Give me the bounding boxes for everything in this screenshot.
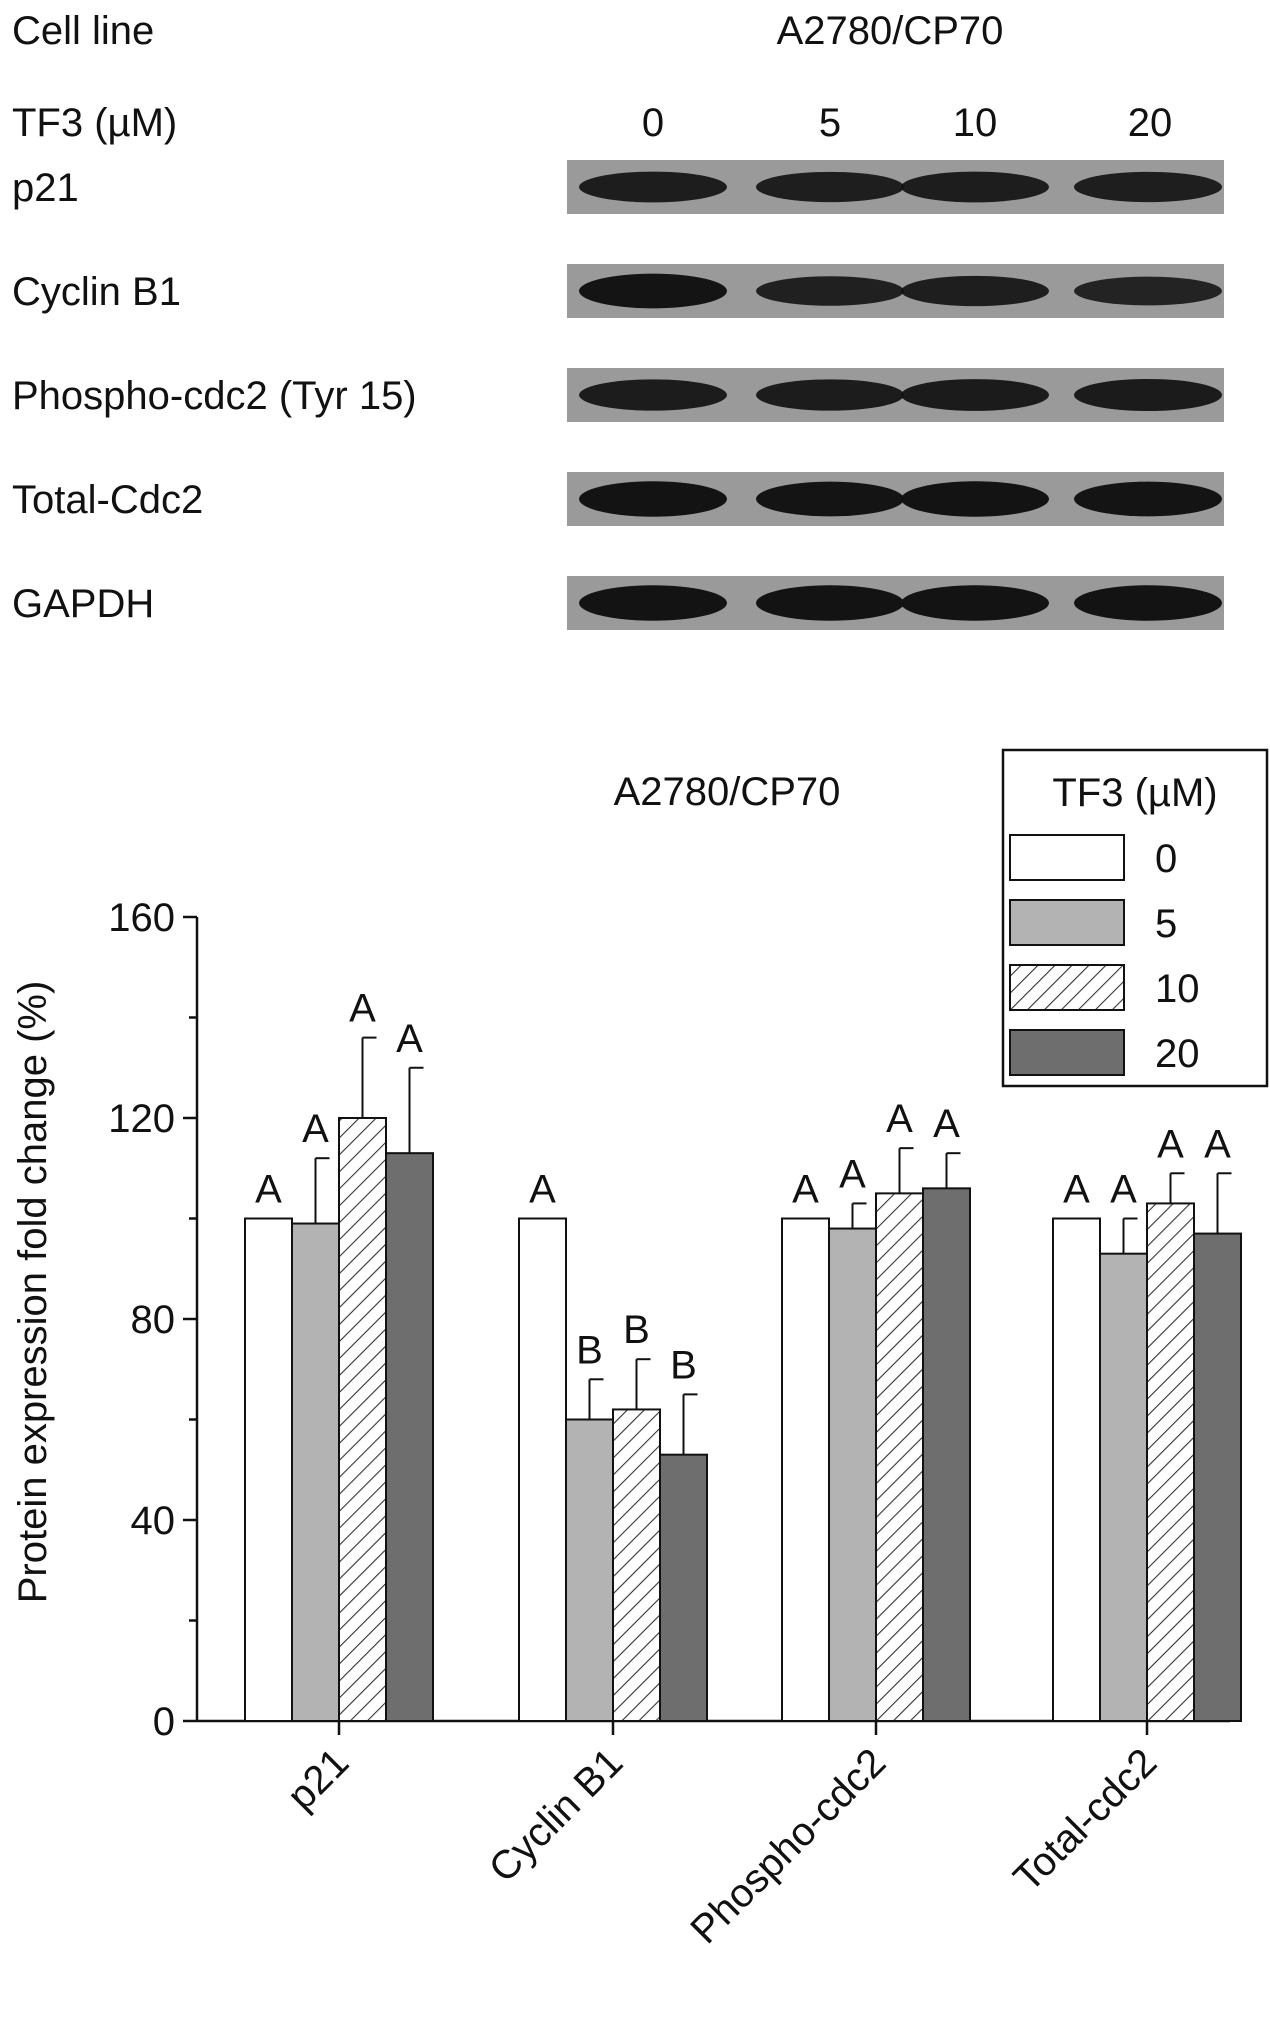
bar bbox=[781, 1217, 830, 1722]
legend-title: TF3 (µM) bbox=[1052, 771, 1217, 815]
y-tick-label: 120 bbox=[108, 1097, 175, 1141]
bar bbox=[338, 1117, 387, 1722]
blot-row: p21 bbox=[12, 160, 1224, 214]
blot-row-label: Total-Cdc2 bbox=[12, 478, 203, 522]
bar bbox=[1146, 1202, 1195, 1723]
blot-band bbox=[579, 379, 727, 411]
dose-label-5: 5 bbox=[819, 101, 841, 145]
legend-label: 20 bbox=[1155, 1032, 1200, 1076]
blot-rows: p21 Cyclin B1 Phospho-cdc2 (Tyr 15) Total-C… bbox=[12, 160, 1224, 630]
blot-band bbox=[901, 585, 1049, 621]
blot-band bbox=[579, 273, 727, 309]
blot-panel: Cell line A2780/CP70 TF3 (µM) 0 5 10 20 p21… bbox=[12, 9, 1224, 630]
bar bbox=[1052, 1217, 1101, 1722]
significance-letter: A bbox=[1063, 1168, 1090, 1212]
bar bbox=[385, 1152, 434, 1723]
blot-row: GAPDH bbox=[12, 576, 1224, 630]
x-tick-label: Phospho-cdc2 bbox=[682, 1740, 894, 1952]
significance-letter: A bbox=[792, 1168, 819, 1212]
significance-letter: B bbox=[623, 1308, 650, 1352]
significance-letter: A bbox=[933, 1102, 960, 1146]
blot-band bbox=[579, 481, 727, 517]
significance-letter: B bbox=[576, 1328, 603, 1372]
dose-label-10: 10 bbox=[953, 101, 998, 145]
y-axis-label: Protein expression fold change (%) bbox=[11, 981, 55, 1604]
y-tick-label: 80 bbox=[131, 1298, 176, 1342]
y-tick-label: 0 bbox=[153, 1700, 175, 1744]
bar bbox=[875, 1192, 924, 1722]
blot-band bbox=[901, 171, 1049, 203]
significance-letter: B bbox=[670, 1343, 697, 1387]
blot-row-label: GAPDH bbox=[12, 582, 154, 626]
legend-swatch bbox=[1009, 834, 1125, 881]
cell-line-label: Cell line bbox=[12, 9, 154, 53]
blot-band bbox=[1074, 171, 1222, 203]
chart-title: A2780/CP70 bbox=[614, 770, 841, 814]
blot-row: Phospho-cdc2 (Tyr 15) bbox=[12, 368, 1224, 422]
x-tick-label: p21 bbox=[279, 1740, 357, 1818]
dose-label-20: 20 bbox=[1128, 101, 1173, 145]
bar bbox=[1193, 1232, 1242, 1722]
significance-letter: A bbox=[1204, 1122, 1231, 1166]
blot-band bbox=[1074, 276, 1222, 306]
bar bbox=[518, 1217, 567, 1722]
blot-band bbox=[756, 585, 904, 621]
blot-band bbox=[1074, 378, 1222, 412]
blot-band bbox=[756, 276, 904, 306]
blot-band bbox=[756, 171, 904, 203]
bar-chart: A2780/CP70 Protein expression fold chang… bbox=[11, 748, 1269, 1952]
legend: TF3 (µM) 0 5 10 20 bbox=[1001, 748, 1269, 1088]
bar bbox=[291, 1222, 340, 1723]
legend-label: 0 bbox=[1155, 837, 1177, 881]
bar bbox=[612, 1408, 661, 1722]
blot-band bbox=[901, 275, 1049, 307]
legend-swatch bbox=[1009, 1029, 1125, 1076]
significance-letter: A bbox=[886, 1097, 913, 1141]
bar bbox=[922, 1187, 971, 1722]
significance-letter: A bbox=[1110, 1168, 1137, 1212]
blot-band bbox=[579, 171, 727, 203]
blot-band bbox=[1074, 585, 1222, 621]
bar bbox=[659, 1453, 708, 1723]
cell-line-value: A2780/CP70 bbox=[777, 9, 1004, 53]
significance-letter: A bbox=[529, 1168, 556, 1212]
dose-labels: 0 5 10 20 bbox=[642, 101, 1172, 145]
blot-band bbox=[579, 585, 727, 621]
blot-row: Total-Cdc2 bbox=[12, 472, 1224, 526]
blot-row: Cyclin B1 bbox=[12, 264, 1224, 318]
y-tick-label: 40 bbox=[131, 1499, 176, 1543]
blot-band bbox=[756, 379, 904, 411]
blot-band bbox=[901, 379, 1049, 411]
dose-label-0: 0 bbox=[642, 101, 664, 145]
blot-band bbox=[901, 481, 1049, 517]
significance-letter: A bbox=[839, 1152, 866, 1196]
blot-band bbox=[756, 481, 904, 517]
legend-swatch bbox=[1009, 899, 1125, 946]
blot-row-label: Phospho-cdc2 (Tyr 15) bbox=[12, 374, 417, 418]
legend-label: 10 bbox=[1155, 967, 1200, 1011]
legend-swatch bbox=[1009, 964, 1125, 1011]
blot-row-label: Cyclin B1 bbox=[12, 270, 181, 314]
x-tick-label: Total-cdc2 bbox=[1005, 1740, 1165, 1900]
significance-letter: A bbox=[396, 1017, 423, 1061]
blot-row-label: p21 bbox=[12, 166, 79, 210]
bar bbox=[828, 1227, 877, 1723]
y-axis: 0 40 80 120 160 bbox=[108, 896, 199, 1744]
treatment-label: TF3 (µM) bbox=[12, 101, 177, 145]
significance-letter: A bbox=[349, 987, 376, 1031]
significance-letter: A bbox=[1157, 1122, 1184, 1166]
bar bbox=[565, 1418, 614, 1722]
y-tick-label: 160 bbox=[108, 896, 175, 940]
x-axis: p21 Cyclin B1 Phospho-cdc2 Total-cdc2 bbox=[197, 1719, 1230, 1952]
blot-band bbox=[1074, 481, 1222, 517]
legend-label: 5 bbox=[1155, 902, 1177, 946]
bar bbox=[244, 1217, 293, 1722]
significance-letter: A bbox=[302, 1107, 329, 1151]
x-tick-label: Cyclin B1 bbox=[481, 1740, 632, 1891]
significance-letter: A bbox=[255, 1168, 282, 1212]
bar bbox=[1099, 1252, 1148, 1723]
